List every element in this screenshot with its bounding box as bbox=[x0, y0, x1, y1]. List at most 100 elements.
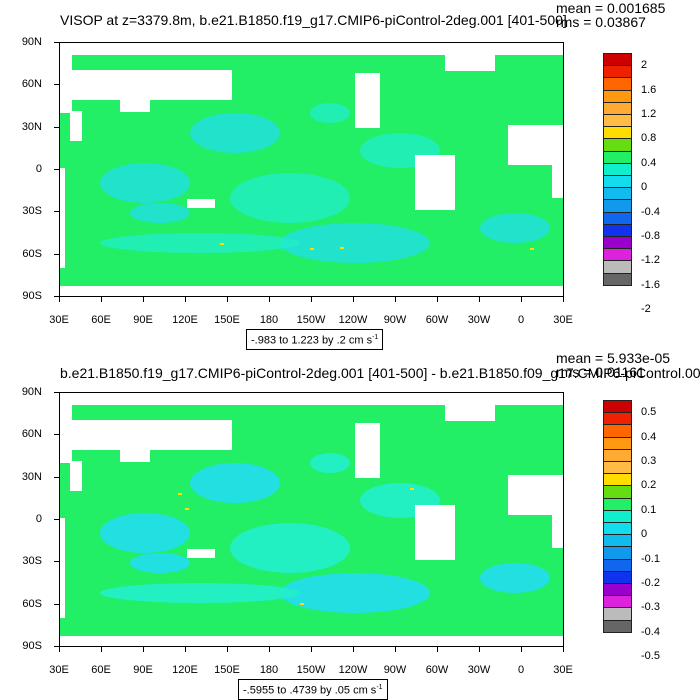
land-mask bbox=[415, 155, 455, 210]
land-mask bbox=[445, 46, 495, 71]
lat-tick-mark bbox=[54, 476, 59, 478]
colorbar-level-label: -0.5 bbox=[641, 650, 660, 663]
lat-tick-mark bbox=[54, 84, 59, 86]
lon-tick-mark bbox=[395, 647, 396, 652]
lat-tick-label: 30S bbox=[22, 555, 42, 568]
colorbar-swatch bbox=[603, 546, 632, 560]
negative-anomaly-region bbox=[480, 563, 550, 593]
lon-tick-label: 30E bbox=[49, 314, 69, 326]
land-mask bbox=[355, 423, 380, 478]
lat-tick-mark bbox=[54, 434, 59, 436]
colorbar-swatch bbox=[603, 65, 632, 79]
lon-tick-mark bbox=[437, 647, 438, 652]
colorbar-swatch bbox=[603, 101, 632, 115]
land-mask bbox=[187, 199, 215, 208]
bottom-contour-range-box: -.5955 to .4739 by .05 cm s-1 bbox=[238, 679, 388, 700]
bottom-map-plot bbox=[59, 392, 564, 647]
colorbar-swatch bbox=[603, 138, 632, 152]
lat-tick-mark bbox=[54, 211, 59, 213]
negative-anomaly-region bbox=[230, 173, 350, 223]
lat-tick-mark bbox=[54, 296, 59, 297]
top-panel: VISOP at z=3379.8m, b.e21.B1850.f19_g17.… bbox=[21, 0, 665, 350]
bottom-rms-label: rms = 0.01161 bbox=[556, 364, 645, 380]
bottom-panel-title: b.e21.B1850.f19_g17.CMIP6-piControl-2deg… bbox=[60, 365, 700, 381]
land-mask bbox=[60, 518, 65, 618]
lat-tick-label: 60N bbox=[21, 428, 42, 441]
lon-tick-mark bbox=[437, 297, 438, 302]
bottom-range-exp: -1 bbox=[376, 684, 383, 691]
lon-tick-mark bbox=[521, 647, 522, 652]
colorbar-level-label: 2 bbox=[641, 59, 648, 72]
colorbar-swatch bbox=[603, 485, 632, 499]
land-mask bbox=[60, 286, 563, 296]
bottom-mean-label: mean = 5.933e-05 bbox=[556, 350, 671, 366]
lon-tick-label: 60E bbox=[91, 664, 111, 676]
colorbar-swatch bbox=[603, 619, 632, 633]
colorbar-level-label: -0.1 bbox=[641, 552, 660, 565]
lat-tick-label: 60S bbox=[22, 597, 42, 610]
colorbar-level-label: 1.2 bbox=[641, 108, 657, 120]
lat-tick-mark bbox=[54, 392, 59, 393]
colorbar-swatch bbox=[603, 77, 632, 91]
land-mask bbox=[415, 505, 455, 560]
colorbar-swatch bbox=[603, 260, 632, 274]
lon-tick-mark bbox=[521, 297, 522, 302]
lat-tick-mark bbox=[54, 126, 59, 128]
colorbar-swatch bbox=[603, 424, 632, 438]
lon-tick-mark bbox=[353, 647, 354, 652]
lat-tick-label: 90N bbox=[21, 36, 42, 48]
lon-tick-mark bbox=[59, 297, 60, 302]
negative-anomaly-region bbox=[100, 513, 190, 553]
colorbar-swatch bbox=[603, 187, 632, 201]
top-range-text: -.983 to 1.223 by .2 cm s bbox=[251, 334, 373, 347]
lon-tick-label: 0 bbox=[517, 664, 525, 676]
colorbar-swatch bbox=[603, 150, 632, 164]
top-panel-title: VISOP at z=3379.8m, b.e21.B1850.f19_g17.… bbox=[60, 12, 567, 28]
colorbar-swatch bbox=[603, 473, 632, 487]
colorbar-swatch bbox=[603, 162, 632, 176]
negative-anomaly-region bbox=[190, 113, 280, 153]
lon-tick-mark bbox=[101, 647, 102, 652]
lat-tick-label: 30N bbox=[21, 120, 42, 133]
colorbar-level-label: 0.4 bbox=[641, 430, 657, 443]
map2-svg bbox=[60, 393, 563, 646]
negative-anomaly-region bbox=[130, 553, 190, 573]
negative-anomaly-region bbox=[100, 583, 300, 603]
positive-anomaly-speck bbox=[220, 243, 224, 245]
lon-tick-label: 150E bbox=[214, 314, 240, 326]
negative-anomaly-region bbox=[230, 523, 350, 573]
land-mask bbox=[70, 461, 82, 491]
colorbar-swatch bbox=[603, 497, 632, 511]
lat-tick-label: 0 bbox=[35, 163, 42, 175]
positive-anomaly-speck bbox=[185, 508, 189, 510]
lon-tick-label: 30W bbox=[467, 314, 491, 326]
colorbar-level-label: 0.1 bbox=[641, 503, 657, 516]
colorbar-level-label: -2 bbox=[641, 303, 651, 316]
colorbar-level-label: -0.3 bbox=[641, 601, 660, 614]
land-mask bbox=[60, 393, 563, 405]
lon-tick-label: 180 bbox=[259, 314, 279, 326]
lon-tick-mark bbox=[395, 297, 396, 302]
lon-tick-label: 30E bbox=[553, 664, 573, 676]
colorbar-level-label: 0.8 bbox=[641, 132, 657, 145]
colorbar-swatch bbox=[603, 448, 632, 462]
negative-anomaly-region bbox=[310, 103, 350, 123]
lon-tick-label: 150W bbox=[296, 664, 326, 676]
lon-tick-mark bbox=[311, 297, 312, 302]
lon-tick-mark bbox=[479, 647, 480, 652]
colorbar-swatch bbox=[603, 534, 632, 548]
lon-tick-label: 60W bbox=[425, 314, 449, 326]
colorbar-swatch bbox=[603, 199, 632, 213]
lon-tick-mark bbox=[101, 297, 102, 302]
negative-anomaly-region bbox=[130, 203, 190, 223]
lat-tick-label: 90S bbox=[22, 290, 42, 302]
positive-anomaly-speck bbox=[310, 248, 314, 250]
colorbar-level-label: -0.4 bbox=[641, 625, 660, 638]
colorbar-level-label: -0.2 bbox=[641, 577, 660, 589]
land-mask bbox=[60, 43, 563, 55]
lon-tick-label: 120W bbox=[338, 314, 368, 326]
colorbar-swatch bbox=[603, 272, 632, 286]
positive-anomaly-speck bbox=[178, 493, 182, 495]
colorbar-swatch bbox=[603, 126, 632, 140]
colorbar-swatch bbox=[603, 89, 632, 103]
